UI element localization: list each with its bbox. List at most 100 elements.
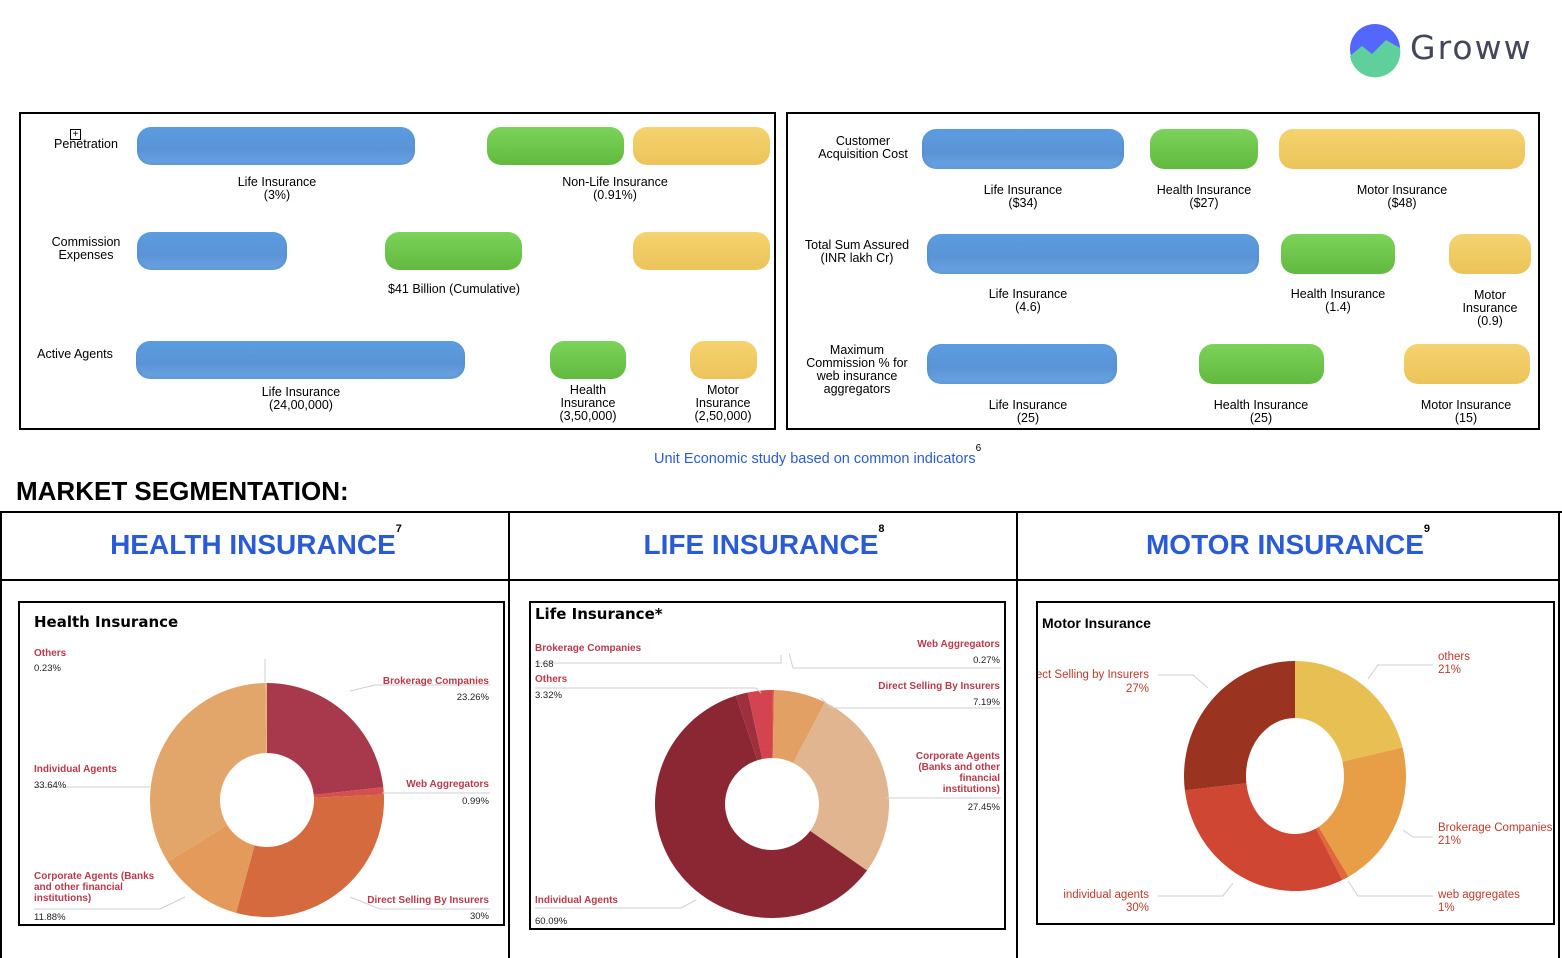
motor-others-value: 21% — [1438, 664, 1462, 676]
penetration-nonlife-label: Non-Life Insurance (0.91%) — [562, 175, 668, 202]
life-slice-direct-selling-by-insurers[interactable] — [772, 690, 825, 763]
web-commission-label: Maximum Commission % for web insurance a… — [806, 343, 908, 396]
commission-life-bar — [137, 232, 287, 270]
health-corporate-value: 11.88% — [34, 912, 66, 923]
health-web-label: Web Aggregators — [406, 779, 489, 790]
life-others-value: 3.32% — [535, 690, 562, 701]
motor-leader-direct — [1158, 674, 1209, 689]
motor-heading: MOTOR INSURANCE9 — [1018, 513, 1558, 581]
life-slice-corporate-agents-banks-and-other-financial-institutions[interactable] — [793, 702, 889, 871]
groww-logo-text: Groww — [1410, 28, 1533, 67]
web-commission-health-label: Health Insurance (25) — [1213, 398, 1309, 425]
agents-life-bar — [136, 341, 465, 379]
health-leader-corporate — [34, 896, 186, 910]
health-slice-others[interactable] — [265, 683, 267, 754]
groww-logo[interactable]: Groww — [1348, 22, 1543, 78]
commission-health-bar — [385, 232, 522, 270]
penetration-nonlife-bar — [487, 127, 624, 165]
agents-motor-bar — [690, 341, 757, 379]
life-brokerage-value: 1.68 — [535, 659, 554, 670]
agents-motor-label: Motor Insurance (2,50,000) — [694, 383, 752, 423]
caption-ref: 6 — [975, 443, 982, 454]
motor-slice-web-aggregates[interactable] — [1315, 826, 1349, 881]
motor-direct-label: Direct Selling by Insurers — [1036, 669, 1149, 681]
motor-slice-others[interactable] — [1295, 661, 1403, 762]
life-slice-web-aggregators[interactable] — [772, 690, 774, 759]
motor-brokerage-label: Brokerage Companies — [1438, 822, 1553, 834]
health-web-value: 0.99% — [462, 796, 489, 807]
web-commission-motor-label: Motor Insurance (15) — [1420, 398, 1512, 425]
expand-icon[interactable]: + — [70, 129, 81, 140]
motor-web-value: 1% — [1438, 902, 1455, 914]
life-web-value: 0.27% — [973, 655, 1000, 666]
market-segmentation-table: HEALTH INSURANCE7 Health Insurance Other… — [0, 511, 1562, 958]
web-commission-life-label: Life Insurance (25) — [988, 398, 1068, 425]
health-others-value: 0.23% — [34, 663, 61, 674]
sum-assured-health-label: Health Insurance (1.4) — [1290, 287, 1386, 314]
motor-direct-value: 27% — [1125, 683, 1149, 695]
unit-economics-caption[interactable]: Unit Economic study based on common indi… — [654, 443, 981, 467]
cac-motor-bar — [1279, 129, 1525, 169]
active-agents-label: Active Agents — [37, 347, 113, 361]
life-direct-value: 7.19% — [973, 697, 1000, 708]
life-heading-text: LIFE INSURANCE — [643, 529, 879, 560]
penetration-nonlife-bar-2 — [633, 127, 770, 165]
motor-slice-brokerage-companies[interactable] — [1318, 747, 1406, 877]
life-slice-individual-agents[interactable] — [655, 695, 868, 918]
life-corporate-value: 27.45% — [967, 802, 1000, 813]
motor-heading-ref: 9 — [1423, 522, 1431, 535]
cac-label: Customer Acquisition Cost — [818, 134, 908, 161]
motor-others-label: others — [1438, 651, 1470, 663]
penetration-life-label: Life Insurance (3%) — [237, 175, 317, 202]
health-slice-corporate-agents-banks-and-other-financial-institutions[interactable] — [167, 824, 255, 913]
life-column: LIFE INSURANCE8 Life Insurance* Brokerag… — [508, 513, 1018, 958]
life-direct-label: Direct Selling By Insurers — [878, 681, 1000, 692]
health-slice-brokerage-companies[interactable] — [267, 683, 384, 795]
groww-logo-icon — [1350, 24, 1401, 78]
health-slice-individual-agents[interactable] — [150, 683, 267, 862]
life-leader-direct — [820, 697, 1001, 709]
motor-chart: Motor Insurance others 21% Direct Sellin… — [1036, 601, 1555, 925]
health-heading: HEALTH INSURANCE7 — [2, 513, 510, 581]
commission-label: Commission Expenses — [51, 235, 121, 262]
motor-chart-title: Motor Insurance — [1042, 615, 1151, 631]
health-individual-label: Individual Agents — [34, 764, 117, 775]
life-heading-ref: 8 — [878, 522, 885, 535]
sum-assured-label: Total Sum Assured (INR lakh Cr) — [804, 238, 910, 265]
caption-text: Unit Economic study based on common indi… — [654, 450, 976, 467]
health-brokerage-label: Brokerage Companies — [382, 676, 489, 687]
motor-column: MOTOR INSURANCE9 Motor Insurance others … — [1016, 513, 1560, 958]
health-heading-ref: 7 — [395, 522, 402, 535]
agents-health-bar — [550, 341, 626, 379]
web-commission-health-bar — [1199, 344, 1324, 384]
sum-assured-motor-label: Motor Insurance (0.9) — [1462, 288, 1518, 328]
life-leader-brokerage — [535, 655, 782, 664]
motor-leader-brokerage — [1402, 829, 1433, 838]
commission-motor-bar — [633, 232, 770, 270]
health-slice-web-aggregators[interactable] — [313, 787, 384, 798]
motor-leader-others — [1367, 664, 1433, 680]
motor-individual-label: individual agents — [1063, 889, 1149, 901]
web-commission-motor-bar — [1404, 344, 1530, 384]
sum-assured-life-bar — [927, 234, 1259, 274]
sum-assured-motor-bar — [1449, 234, 1531, 274]
health-column: HEALTH INSURANCE7 Health Insurance Other… — [0, 513, 510, 958]
health-direct-value: 30% — [469, 911, 489, 922]
motor-brokerage-value: 21% — [1438, 835, 1462, 847]
penetration-life-bar — [137, 127, 415, 165]
life-web-label: Web Aggregators — [917, 639, 1000, 650]
health-chart-title: Health Insurance — [34, 613, 179, 631]
motor-slice-individual-agents[interactable] — [1184, 783, 1343, 891]
life-slice-brokerage-companies[interactable] — [735, 692, 763, 761]
motor-slice-direct-selling-by-insurers[interactable] — [1184, 661, 1295, 791]
unit-economics-right-panel: Customer Acquisition Cost Life Insurance… — [786, 112, 1540, 430]
motor-individual-value: 30% — [1125, 902, 1149, 914]
health-direct-label: Direct Selling By Insurers — [367, 895, 489, 906]
health-slice-direct-selling-by-insurers[interactable] — [236, 794, 384, 917]
life-chart-title: Life Insurance* — [535, 605, 663, 623]
life-slice-others[interactable] — [747, 690, 772, 759]
cac-life-bar — [922, 129, 1124, 169]
life-leader-web — [788, 652, 1001, 669]
unit-economics-left-panel: + Penetration Life Insurance (3%) Non-Li… — [19, 112, 776, 430]
health-chart: Health Insurance Others 0.23% Brokerage … — [18, 601, 505, 926]
